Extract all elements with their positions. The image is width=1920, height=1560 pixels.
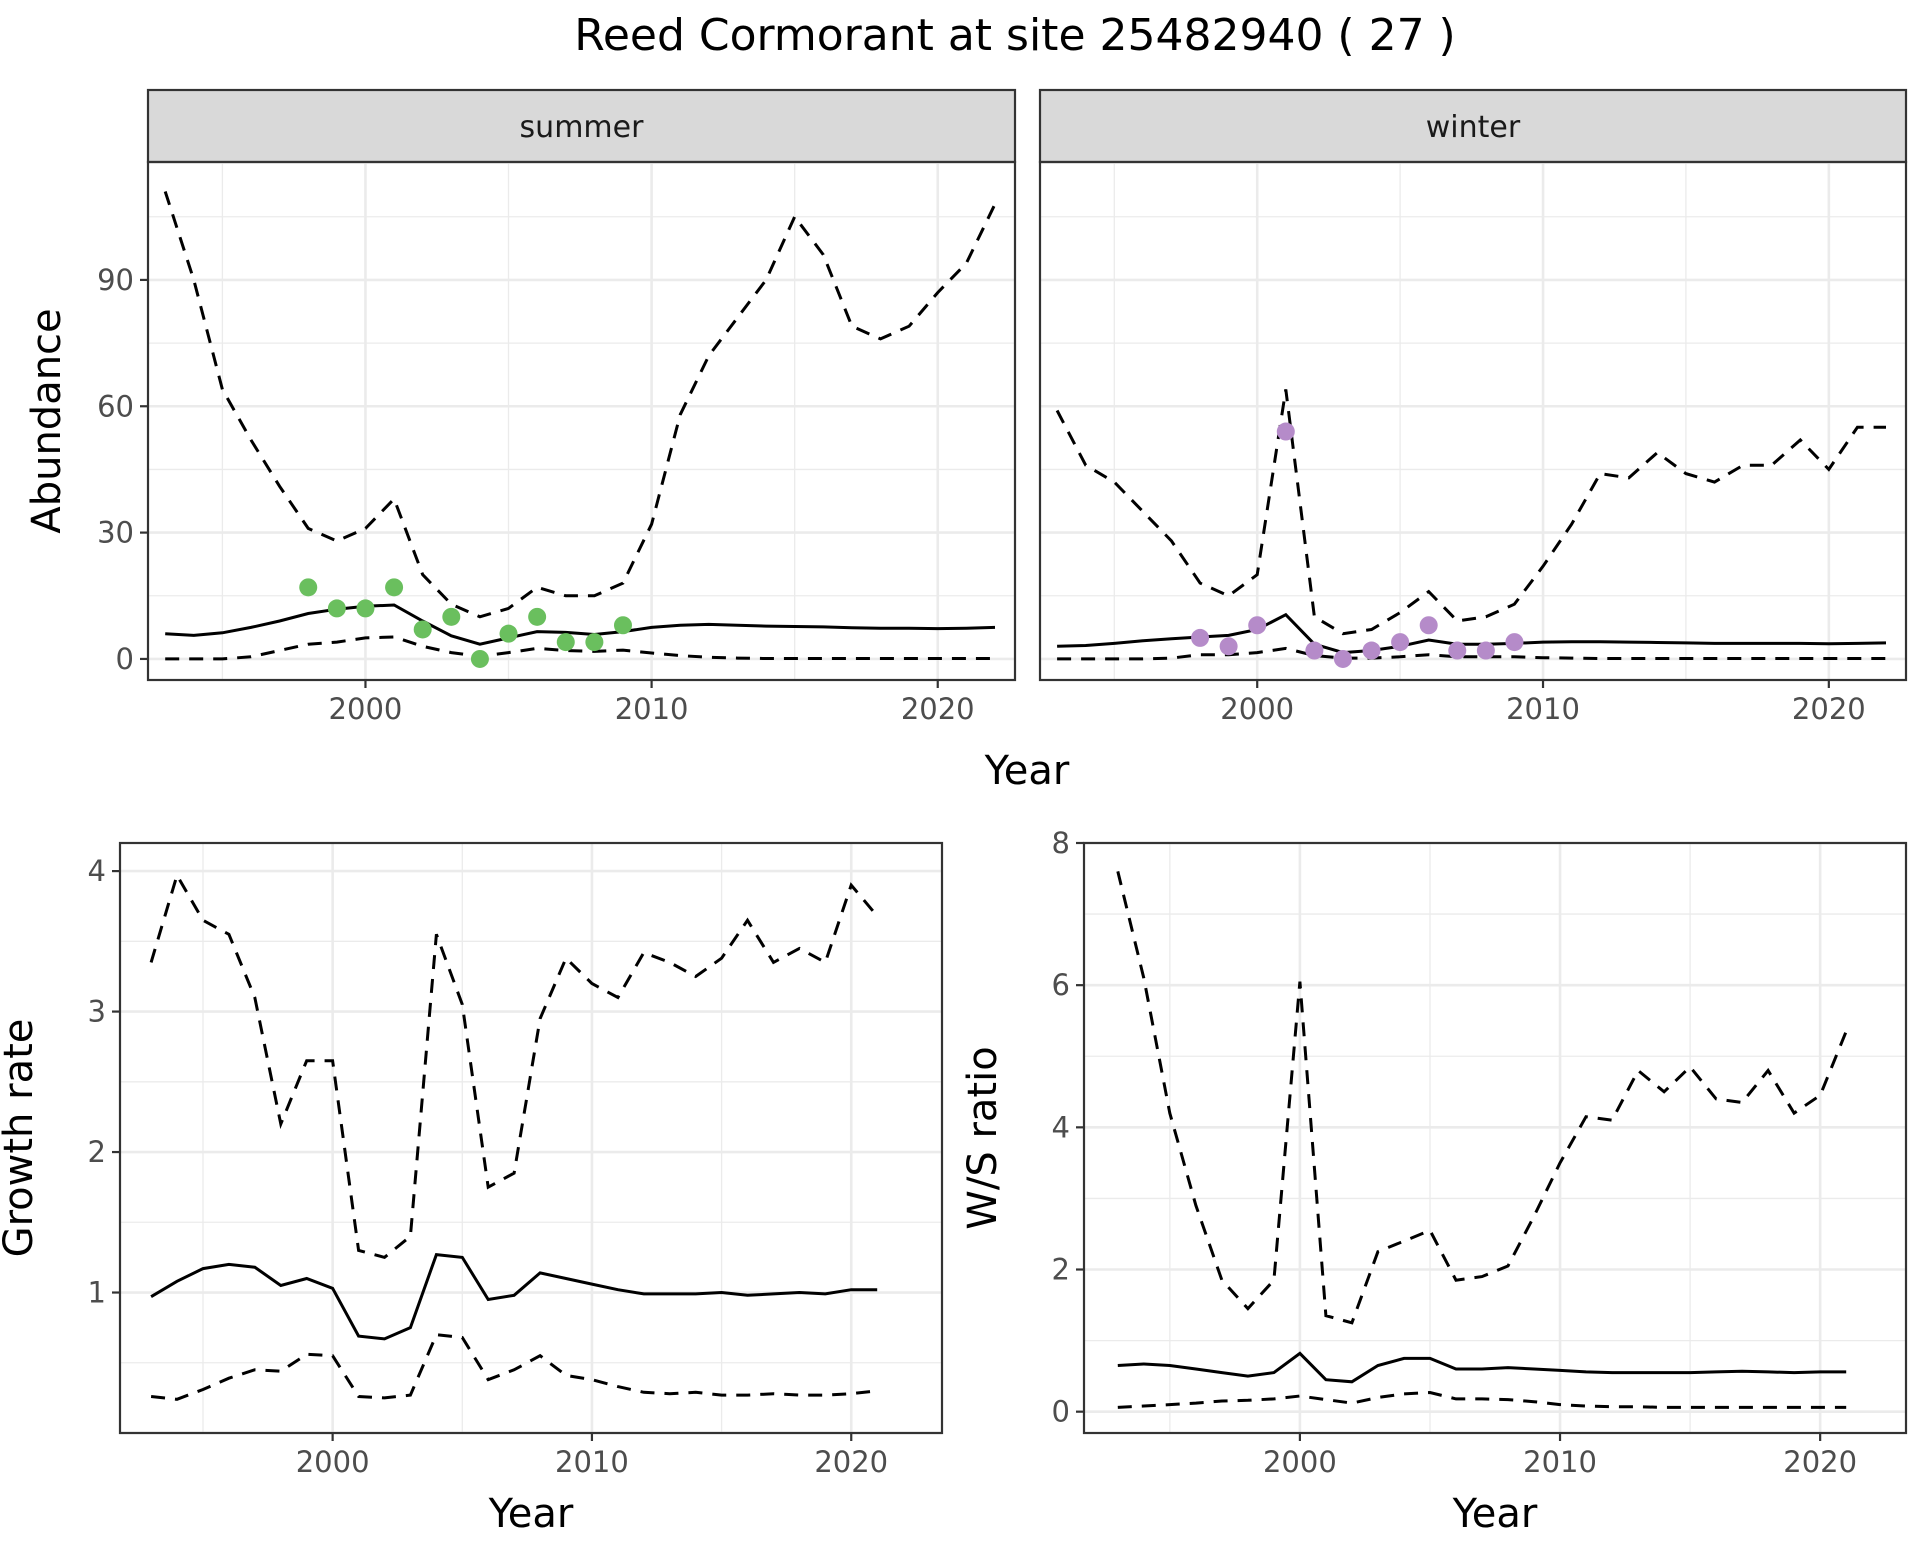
data-point [1448,641,1467,660]
data-point [499,624,518,643]
x-tick-label: 2010 [615,692,689,726]
y-tick-label: 8 [1052,826,1070,860]
data-point [413,620,432,639]
y-tick-label: 60 [97,389,134,423]
data-point [356,599,375,618]
y-tick-label: 0 [1052,1395,1070,1429]
x-tick-label: 2020 [1792,692,1866,726]
x-tick-label: 2010 [1506,692,1580,726]
panel-summer: summer 2000 2010 2020 0 30 60 90 Abundance [24,88,1017,726]
x-tick-label: 2000 [329,692,403,726]
series-line-upper [163,191,997,619]
series-line-mean [165,603,996,646]
data-point [528,607,547,626]
data-point [1391,633,1410,652]
data-point [1505,633,1524,652]
strip-label-winter: winter [1426,110,1521,145]
series-line-upper [1116,871,1848,1325]
y-tick-label: 30 [97,516,134,550]
grid-winter [1040,162,1906,680]
data-point [585,633,604,652]
y-tick-label: 2 [1052,1253,1070,1287]
panel-border [1038,160,1908,682]
x-tick-label: 2020 [814,1445,888,1479]
y-tick-label: 4 [1052,1110,1070,1144]
y-axis-title: Abundance [24,308,70,533]
data-point [327,599,346,618]
data-point [556,633,575,652]
y-tick-label: 1 [88,1276,106,1310]
data-point [1476,641,1495,660]
panel-border [1082,841,1908,1435]
data-point [1362,641,1381,660]
series-line-upper [1055,389,1886,636]
data-point [385,578,404,597]
data-point [1248,616,1267,635]
x-tick-label: 2020 [901,692,975,726]
x-tick-label: 2000 [296,1445,370,1479]
panel-ratio: 2000 2010 2020 0 2 4 6 8 W/S ratio [960,826,1908,1479]
y-tick-label: 0 [116,642,134,676]
grid-ratio [1084,841,1906,1433]
y-tick-label: 2 [88,1135,106,1169]
series-line-mean [1117,1351,1847,1384]
x-axis-title: Year [1452,1491,1538,1537]
y-tick-label: 3 [88,995,106,1029]
y-axis-title: W/S ratio [960,1046,1006,1229]
x-tick-label: 2000 [1220,692,1294,726]
x-axis-title: Year [984,748,1070,794]
strip-summer [146,88,1017,164]
y-tick-label: 6 [1052,968,1070,1002]
panel-border [146,160,1017,682]
data-point [299,578,318,597]
y-tick-label: 4 [88,854,106,888]
y-tick-label: 90 [97,263,134,297]
series-line-lower [165,635,995,661]
series-line-lower [1117,1390,1847,1409]
series-line-lower [150,1333,878,1401]
x-tick-label: 2020 [1783,1445,1857,1479]
x-tick-label: 2010 [1523,1445,1597,1479]
x-tick-label: 2000 [1263,1445,1337,1479]
y-axis-title: Growth rate [0,1019,42,1258]
x-axis-title: Year [488,1491,574,1537]
chart-title: Reed Cormorant at site 25482940 ( 27 ) [574,10,1455,61]
strip-winter [1038,88,1908,164]
data-point [1333,649,1352,668]
series-line-mean [150,1252,878,1341]
series-line-lower [1057,646,1886,661]
grid-summer [148,162,1015,680]
panel-border [118,841,944,1435]
series-line-upper [149,871,879,1260]
data-point [470,649,489,668]
panel-growth: 2000 2010 2020 1 2 3 4 Growth rate [0,841,944,1479]
strip-label-summer: summer [520,110,645,145]
grid-growth [120,843,942,1435]
data-point [613,616,632,635]
data-point [442,607,461,626]
data-point [1191,628,1210,647]
data-point [1305,641,1324,660]
panel-winter: winter 2000 2010 2020 [1038,88,1908,726]
data-point [1276,422,1295,441]
x-tick-label: 2010 [555,1445,629,1479]
data-point [1419,616,1438,635]
data-point [1219,637,1238,656]
